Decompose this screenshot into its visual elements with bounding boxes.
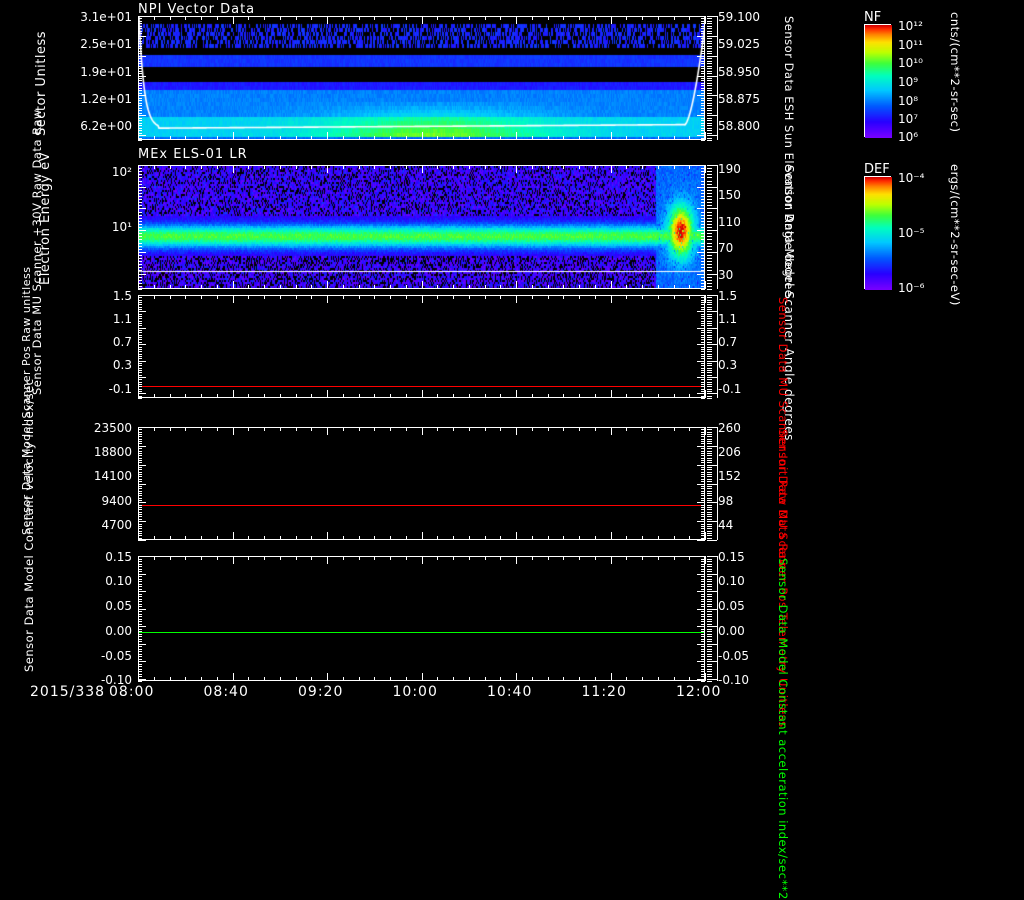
panel-1-right-ytick-0: 59.100	[718, 10, 760, 24]
panel-1-plot-area	[138, 16, 705, 140]
panel-2-right-ytick-1: 150	[718, 188, 741, 202]
panel-1-ytick-2: 1.9e+01	[80, 65, 132, 79]
panel-1-ytick-0: 3.1e+01	[80, 10, 132, 24]
panel-5-ytick-0: 0.15	[105, 550, 132, 564]
panel-5-right-ytick-5: -0.10	[718, 673, 750, 687]
panel-3-right-ytick-3: 0.3	[718, 358, 738, 372]
panel-3-ytick-0: 1.5	[112, 289, 132, 303]
panel-4-ytick-3: 9400	[101, 494, 132, 508]
panel-1-left-axis-label: Sector Unitless	[34, 30, 49, 136]
colorbar-nf-title: NF	[864, 10, 882, 25]
panel-4-ytick-4: 4700	[101, 518, 132, 532]
panel-4-ytick-0: 23500	[93, 421, 132, 435]
panel-3-ytick-2: 0.7	[112, 335, 132, 349]
panel-5-ytick-5: -0.10	[100, 673, 132, 687]
colorbar-def	[864, 176, 892, 290]
panel-4-right-ytick-2: 152	[718, 469, 741, 483]
x-axis-tick-2: 09:20	[298, 684, 344, 700]
x-axis-tick-0: 08:00	[109, 684, 155, 700]
panel-4-right-ytick-4: 44	[718, 518, 734, 532]
panel-3-right-axis-label: Sensor Data MU Scanner Init Raw Data Raw	[776, 297, 790, 570]
panel-4-right-ytick-0: 260	[718, 421, 741, 435]
panel-4-ytick-1: 18800	[93, 445, 132, 459]
x-axis-tick-6: 12:00	[676, 684, 722, 700]
panel-2-right-ytick-2: 110	[718, 215, 741, 229]
panel-2-title: MEx ELS-01 LR	[138, 147, 248, 162]
panel-2-plot-area	[138, 165, 705, 289]
panel-5-right-ytick-2: 0.05	[718, 599, 745, 613]
colorbar-def-tick-0: 10⁻⁴	[898, 171, 925, 185]
panel-3-right-ytick-1: 1.1	[718, 312, 738, 326]
panel-4-right-ytick-1: 206	[718, 445, 741, 459]
panel-1-ytick-4: 6.2e+00	[80, 119, 132, 133]
npi-spectrogram	[139, 17, 704, 139]
panel-5-right-ytick-4: -0.05	[718, 649, 750, 663]
x-axis-tick-3: 10:00	[392, 684, 438, 700]
panel-2-right-ytick-0: 190	[718, 162, 741, 176]
x-axis-date-label: 2015/338	[30, 684, 106, 700]
panel-1-title: NPI Vector Data	[138, 2, 256, 17]
plot-canvas: NPI Vector Data 3.1e+01 2.5e+01 1.9e+01 …	[20, 2, 962, 900]
panel-5-right-ytick-1: 0.10	[718, 574, 745, 588]
colorbar-nf-gradient	[865, 25, 892, 138]
panel-5-right-ytick-0: 0.15	[718, 550, 745, 564]
colorbar-nf-tick-5: 10⁷	[898, 112, 919, 126]
colorbar-def-title: DEF	[864, 162, 890, 177]
colorbar-def-tick-2: 10⁻⁶	[898, 281, 925, 295]
panel-3-right-ytick-0: 1.5	[718, 289, 738, 303]
panel-5-trace	[139, 632, 704, 633]
panel-1-right-ytick-4: 58.800	[718, 119, 760, 133]
panel-2-ytick-0: 10²	[111, 165, 132, 179]
panel-4-right-axis-label: Sensor Data MU Scanner Pos Telemetry Uni…	[776, 429, 790, 728]
panel-1-right-ytick-3: 58.875	[718, 92, 760, 106]
panel-2-right-ytick-3: 70	[718, 241, 734, 255]
colorbar-nf-tick-1: 10¹¹	[898, 38, 923, 52]
panel-4-plot-area	[138, 427, 705, 540]
x-axis-tick-4: 10:40	[487, 684, 533, 700]
colorbar-nf-tick-4: 10⁸	[898, 94, 919, 108]
panel-4-ytick-2: 14100	[93, 469, 132, 483]
panel-3-ytick-3: 0.3	[112, 358, 132, 372]
colorbar-nf-unit-label: cnts/(cm**2-sr-sec)	[948, 12, 962, 133]
panel-3-plot-area	[138, 295, 705, 398]
panel-2-ytick-1: 10¹	[111, 220, 132, 234]
panel-5-ytick-3: 0.00	[105, 624, 132, 638]
colorbar-nf	[864, 24, 892, 138]
x-axis-tick-1: 08:40	[203, 684, 249, 700]
panel-3-right-ytick-4: -0.1	[718, 382, 742, 396]
panel-3-left-axis-label: Sensor Data MU Scanner +30V Raw Data Raw	[30, 109, 44, 395]
panel-5-ytick-1: 0.10	[105, 574, 132, 588]
panel-3-ytick-4: -0.1	[108, 382, 132, 396]
panel-1-right-ytick-1: 59.025	[718, 37, 760, 51]
panel-4-right-ytick-3: 98	[718, 494, 734, 508]
panel-5-right-axis-label: Sensor Data Model Constant acceleration …	[776, 558, 790, 900]
panel-5-ytick-4: -0.05	[100, 649, 132, 663]
panel-3-ytick-1: 1.1	[112, 312, 132, 326]
panel-3-trace	[139, 386, 704, 387]
x-axis-tick-5: 11:20	[581, 684, 627, 700]
panel-5-ytick-2: 0.05	[105, 599, 132, 613]
panel-2-right-ytick-4: 30	[718, 268, 734, 282]
els-spectrogram	[139, 166, 704, 288]
colorbar-nf-tick-6: 10⁶	[898, 130, 919, 144]
panel-1-ytick-1: 2.5e+01	[80, 37, 132, 51]
colorbar-nf-tick-2: 10¹⁰	[898, 56, 923, 70]
colorbar-def-tick-1: 10⁻⁵	[898, 226, 925, 240]
panel-1-ytick-3: 1.2e+01	[80, 92, 132, 106]
panel-5-plot-area	[138, 556, 705, 681]
colorbar-nf-tick-0: 10¹²	[898, 19, 923, 33]
colorbar-def-gradient	[865, 177, 892, 290]
panel-1-right-ytick-2: 58.950	[718, 65, 760, 79]
panel-5-right-ytick-3: 0.00	[718, 624, 745, 638]
panel-3-right-ytick-2: 0.7	[718, 335, 738, 349]
colorbar-def-unit-label: ergs/(cm**2-sr-sec-eV)	[948, 164, 962, 306]
colorbar-nf-tick-3: 10⁹	[898, 75, 919, 89]
panel-4-trace	[139, 505, 704, 506]
